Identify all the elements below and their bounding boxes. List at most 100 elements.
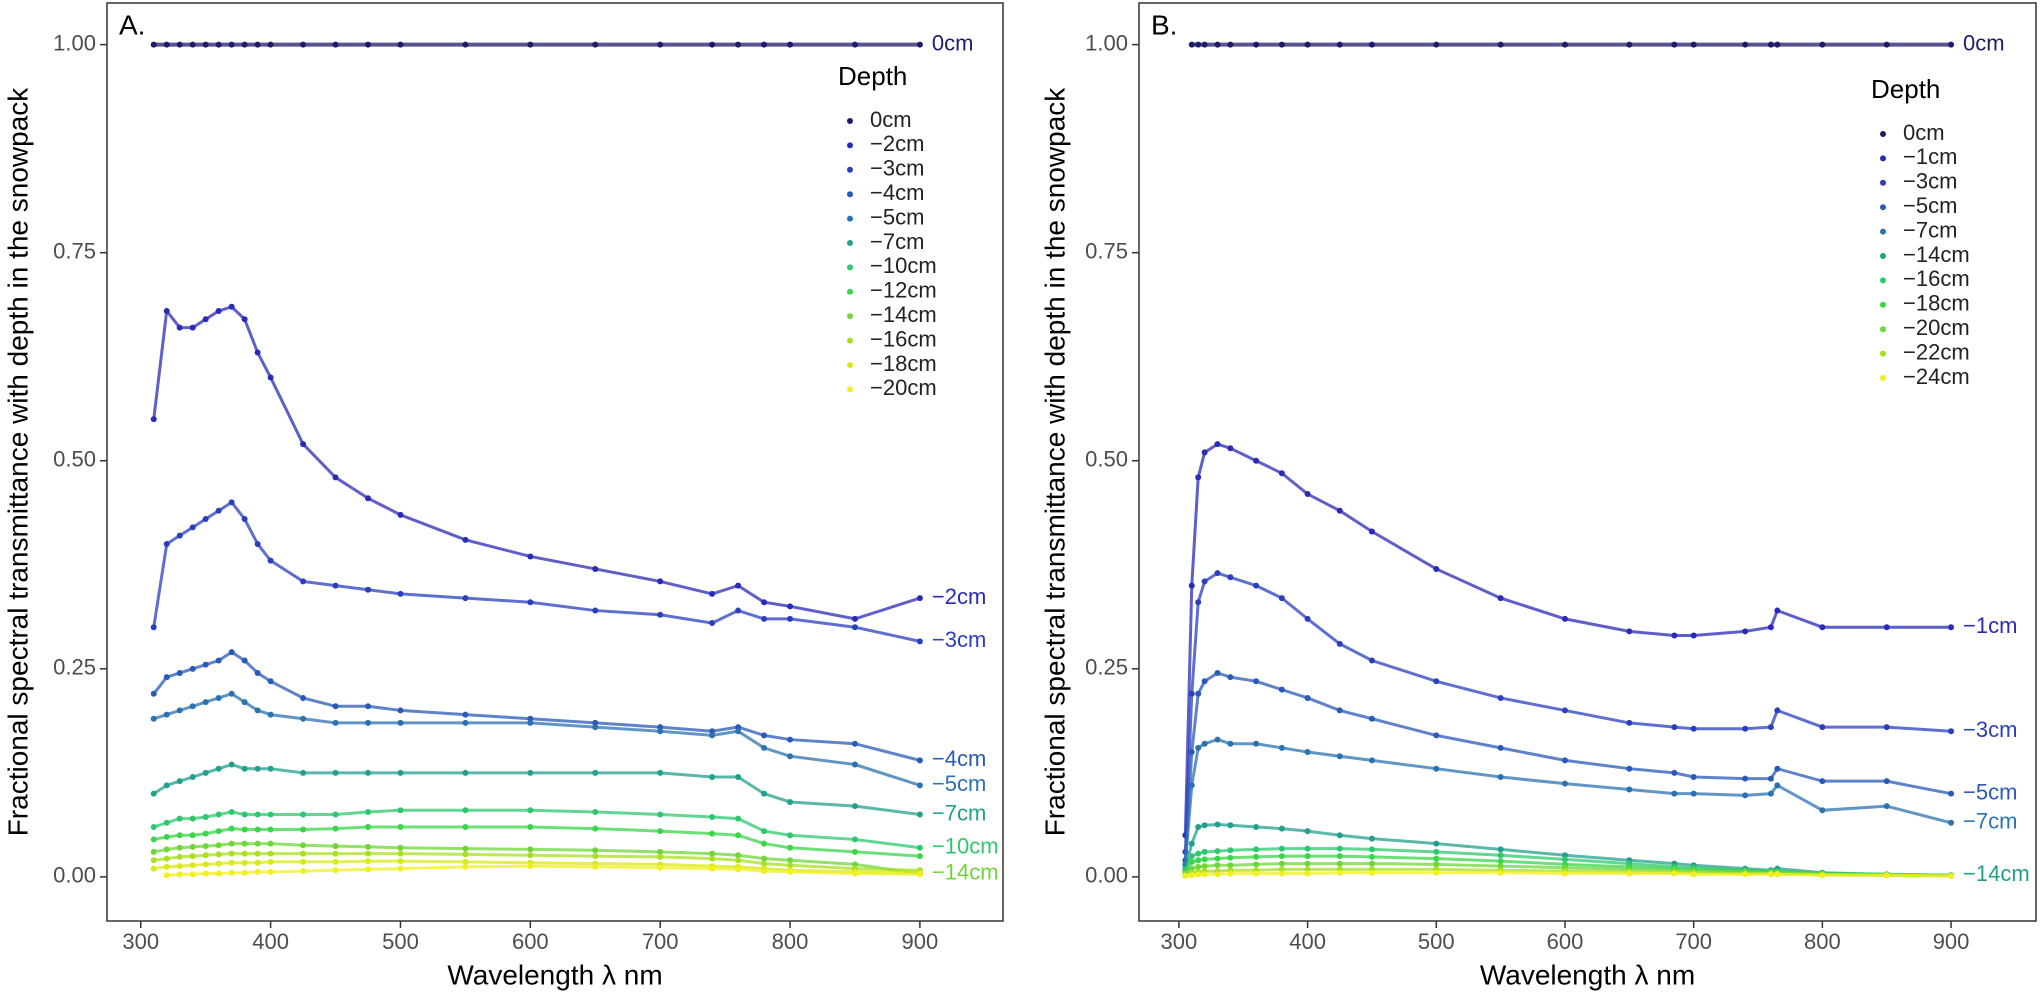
data-point	[150, 715, 157, 722]
legend-marker	[1880, 228, 1886, 235]
data-point	[150, 416, 157, 423]
data-point	[1253, 861, 1260, 868]
x-axis-title: Wavelength λ nm	[447, 959, 662, 990]
data-point	[1304, 866, 1311, 873]
legend-marker	[847, 264, 853, 271]
data-point	[397, 769, 404, 776]
data-point	[202, 870, 209, 877]
data-point	[1278, 41, 1285, 48]
data-point	[527, 852, 534, 859]
data-point	[1336, 707, 1343, 714]
data-point	[761, 615, 768, 622]
legend-label: −20cm	[1903, 315, 1970, 340]
data-point	[657, 848, 664, 855]
data-point	[397, 823, 404, 830]
end-label: −7cm	[1963, 809, 2017, 834]
data-point	[462, 536, 469, 543]
data-point	[709, 830, 716, 837]
x-tick-label: 700	[642, 929, 679, 954]
data-point	[1497, 694, 1504, 701]
end-label: −14cm	[932, 859, 999, 884]
data-point	[527, 769, 534, 776]
y-tick-label: 0.50	[1085, 447, 1128, 472]
data-point	[592, 808, 599, 815]
data-point	[267, 41, 274, 48]
data-point	[1227, 822, 1234, 829]
data-point	[851, 615, 858, 622]
series-line	[152, 650, 921, 762]
data-point	[709, 732, 716, 739]
data-point	[189, 815, 196, 822]
data-point	[163, 674, 170, 681]
data-point	[1188, 582, 1195, 589]
data-point	[176, 832, 183, 839]
data-point	[787, 857, 794, 864]
data-point	[1671, 870, 1678, 877]
data-point	[761, 855, 768, 862]
data-point	[1227, 870, 1234, 877]
data-point	[163, 41, 170, 48]
data-point	[592, 863, 599, 870]
data-point	[1188, 865, 1195, 872]
data-point	[735, 724, 742, 731]
data-point	[267, 374, 274, 381]
data-point	[1433, 855, 1440, 862]
data-point	[1278, 825, 1285, 832]
legend-label: −4cm	[870, 180, 924, 205]
data-point	[332, 474, 339, 481]
data-point	[462, 41, 469, 48]
data-point	[241, 811, 248, 818]
data-point	[202, 843, 209, 850]
data-point	[1253, 740, 1260, 747]
data-point	[527, 863, 534, 870]
data-point	[163, 846, 170, 853]
series-line	[1183, 442, 1952, 836]
data-point	[1304, 41, 1311, 48]
data-point	[1767, 624, 1774, 631]
y-tick-label: 0.75	[1085, 238, 1128, 263]
data-point	[176, 532, 183, 539]
data-point	[397, 807, 404, 814]
data-point	[1767, 775, 1774, 782]
legend-label: −2cm	[870, 131, 924, 156]
data-point	[1497, 744, 1504, 751]
data-point	[397, 850, 404, 857]
data-point	[1368, 860, 1375, 867]
data-point	[709, 774, 716, 781]
data-point	[1767, 41, 1774, 48]
data-point	[397, 865, 404, 872]
data-point	[215, 307, 222, 314]
data-point	[592, 607, 599, 614]
data-point	[215, 507, 222, 514]
data-point	[1690, 41, 1697, 48]
data-point	[1214, 736, 1221, 743]
data-point	[1433, 869, 1440, 876]
data-point	[1433, 765, 1440, 772]
data-point	[1188, 853, 1195, 860]
data-point	[1304, 828, 1311, 835]
data-point	[1774, 41, 1781, 48]
data-point	[462, 595, 469, 602]
x-axis-title: Wavelength λ nm	[1480, 959, 1695, 990]
y-tick-label: 0.50	[53, 447, 96, 472]
data-point	[267, 678, 274, 685]
data-point	[1336, 753, 1343, 760]
data-point	[1561, 615, 1568, 622]
data-point	[202, 830, 209, 837]
panel-title: B.	[1151, 9, 1177, 40]
data-point	[1497, 774, 1504, 781]
data-point	[657, 864, 664, 871]
data-point	[1336, 869, 1343, 876]
data-point	[300, 578, 307, 585]
data-point	[1767, 871, 1774, 878]
data-point	[228, 869, 235, 876]
data-point	[657, 853, 664, 860]
data-point	[916, 871, 923, 878]
data-point	[1201, 848, 1208, 855]
data-point	[761, 599, 768, 606]
data-point	[787, 798, 794, 805]
legend-marker	[847, 362, 853, 368]
data-point	[365, 495, 372, 502]
data-point	[1188, 690, 1195, 697]
